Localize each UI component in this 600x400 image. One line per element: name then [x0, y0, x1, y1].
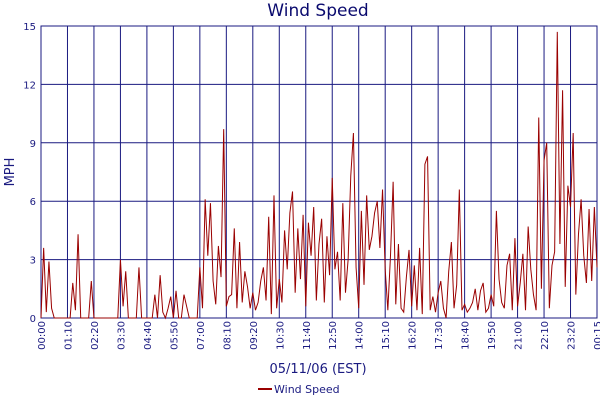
x-tick-label: 23:20 — [567, 321, 578, 350]
x-tick-label: 03:30 — [116, 321, 127, 350]
y-axis-ticks: 0 3 6 9 12 15 — [23, 22, 36, 325]
chart-title: Wind Speed — [267, 1, 368, 21]
x-tick-label: 17:30 — [434, 321, 445, 350]
x-tick-label: 07:00 — [196, 321, 207, 350]
x-tick-label: 16:20 — [408, 321, 419, 350]
chart-grid — [40, 25, 598, 319]
legend: Wind Speed — [258, 383, 340, 396]
x-tick-label: 04:40 — [143, 321, 154, 350]
x-tick-label: 00:00 — [37, 321, 48, 350]
x-tick-label: 15:10 — [381, 321, 392, 350]
series-layer — [40, 31, 598, 320]
x-tick-label: 00:15 — [593, 321, 600, 350]
x-tick-label: 21:00 — [514, 321, 525, 350]
y-tick-label: 0 — [30, 314, 36, 325]
x-tick-label: 14:00 — [355, 321, 366, 350]
series-line-wind-speed — [40, 31, 598, 320]
x-tick-label: 12:50 — [328, 321, 339, 350]
x-tick-label: 10:30 — [275, 321, 286, 350]
legend-label: Wind Speed — [274, 383, 340, 396]
x-tick-label: 18:40 — [461, 321, 472, 350]
plot-border — [40, 25, 598, 319]
x-tick-label: 11:40 — [302, 321, 313, 350]
x-axis-label: 05/11/06 (EST) — [269, 362, 366, 377]
y-tick-label: 12 — [23, 80, 36, 91]
y-tick-label: 9 — [30, 139, 36, 150]
x-tick-label: 09:20 — [249, 321, 260, 350]
x-tick-label: 08:10 — [222, 321, 233, 350]
x-tick-label: 05:50 — [169, 321, 180, 350]
x-tick-label: 19:50 — [487, 321, 498, 350]
x-tick-label: 22:10 — [540, 321, 551, 350]
x-tick-label: 02:20 — [90, 321, 101, 350]
x-tick-label: 01:10 — [63, 321, 74, 350]
x-axis-ticks: 00:00 01:10 02:20 03:30 04:40 05:50 07:00 08:10… — [37, 321, 600, 350]
y-axis-label: MPH — [3, 158, 18, 187]
y-tick-label: 6 — [30, 197, 36, 208]
y-tick-label: 3 — [30, 256, 36, 267]
y-tick-label: 15 — [23, 22, 36, 33]
